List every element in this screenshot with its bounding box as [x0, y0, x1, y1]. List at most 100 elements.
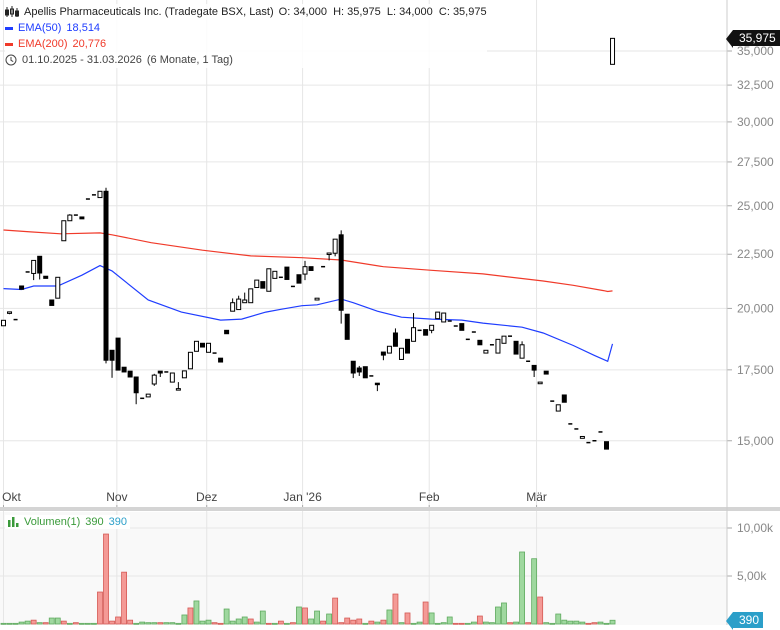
grid-lines	[0, 0, 727, 625]
volume-bar	[398, 622, 405, 625]
last-volume-tag: 390	[725, 612, 764, 630]
volume-bar	[519, 551, 525, 625]
candle-body-down	[133, 376, 139, 394]
candle	[187, 351, 193, 370]
candle	[398, 347, 404, 360]
candle	[519, 341, 525, 359]
volume-bar	[60, 620, 67, 625]
volume-bar	[175, 622, 182, 625]
volume-bar	[163, 622, 170, 625]
candle	[151, 373, 157, 386]
volume-bar	[121, 571, 127, 625]
volume-bar	[422, 601, 429, 625]
volume-pane	[0, 512, 727, 625]
candle-body-up	[181, 370, 187, 379]
volume-bar	[36, 622, 43, 625]
candle-body-down	[199, 342, 205, 348]
candle-body-down	[19, 285, 25, 290]
candle-body-down	[374, 382, 380, 386]
volume-bar	[284, 622, 290, 625]
volume-bar	[410, 622, 417, 625]
volume-bar	[127, 619, 134, 625]
volume-value-alt: 390	[108, 516, 127, 528]
x-tick-label: Mär	[526, 490, 547, 504]
volume-bar	[326, 613, 333, 625]
candle-body-up	[242, 299, 248, 304]
candles	[1, 37, 616, 450]
volume-bar	[374, 621, 381, 625]
candle	[392, 328, 398, 347]
candle-body-down	[380, 351, 386, 356]
volume-bar	[531, 558, 538, 625]
candle-body-up	[55, 276, 61, 299]
candle-body-up	[495, 338, 501, 354]
candle	[157, 370, 163, 378]
volume-bar	[362, 622, 369, 625]
candle-body-up	[193, 340, 199, 352]
candle	[266, 268, 272, 292]
candle	[374, 382, 380, 392]
y-tick-label: 25,000	[737, 199, 774, 213]
volume-bar	[229, 620, 236, 625]
candle	[133, 376, 139, 405]
volume-bar	[199, 620, 206, 625]
candle	[579, 435, 585, 439]
volume-bar	[157, 622, 164, 625]
volume-bar	[12, 622, 19, 625]
volume-bar	[416, 621, 423, 625]
volume-bar	[344, 617, 351, 625]
candle	[555, 404, 561, 412]
y-tick-label: 32,500	[737, 78, 774, 92]
volume-tick-label: 10,00k	[737, 521, 774, 535]
volume-bar	[30, 619, 37, 625]
candle	[181, 370, 187, 379]
volume-bar	[109, 620, 115, 625]
candle-body-down	[513, 340, 519, 355]
candle	[338, 230, 344, 324]
volume-bar	[476, 615, 483, 625]
candle-body-up	[67, 214, 73, 222]
volume-bar	[392, 593, 399, 625]
candle	[405, 338, 411, 354]
volume-bar	[314, 610, 320, 625]
volume-bar	[561, 619, 568, 625]
volume-bar	[543, 622, 550, 625]
volume-bar	[205, 619, 212, 625]
volume-bar	[470, 621, 477, 625]
candle-body-up	[555, 404, 561, 412]
volume-bar	[169, 622, 176, 625]
volume-bar	[356, 618, 363, 625]
candle-body-down	[115, 337, 121, 371]
candle-body-down	[109, 349, 115, 361]
candle-body-up	[151, 374, 157, 385]
candle-body-up	[483, 349, 489, 354]
candle	[218, 357, 224, 363]
y-tick-label: 22,500	[737, 247, 774, 261]
range-row: 01.10.2025 - 31.03.2026 (6 Monate, 1 Tag…	[5, 52, 487, 68]
bar-chart-icon	[8, 517, 19, 527]
ema200-legend[interactable]: EMA(200) 20,776	[5, 36, 487, 52]
volume-bar	[187, 607, 194, 625]
candle-body-down	[459, 323, 465, 331]
candle-body-down	[338, 234, 344, 311]
candle-body-down	[362, 366, 368, 379]
candle	[175, 382, 181, 391]
candle-body-up	[236, 298, 242, 311]
volume-bar	[404, 612, 411, 625]
candle-body-down	[308, 266, 314, 271]
ema50-legend[interactable]: EMA(50) 18,514	[5, 20, 487, 36]
x-tick-label: Feb	[419, 490, 440, 504]
candle	[55, 276, 61, 299]
x-tick-label: Jan '26	[283, 490, 322, 504]
volume-bar	[247, 618, 254, 625]
volume-bar	[139, 621, 146, 625]
volume-bar	[0, 622, 7, 625]
y-tick-label: 35,000	[737, 44, 774, 58]
candle	[477, 339, 483, 346]
date-range[interactable]: 01.10.2025 - 31.03.2026	[22, 54, 142, 66]
candle-body-up	[398, 347, 404, 360]
candle	[561, 394, 567, 403]
chart-legend: Apellis Pharmaceuticals Inc. (Tradegate …	[5, 4, 487, 68]
